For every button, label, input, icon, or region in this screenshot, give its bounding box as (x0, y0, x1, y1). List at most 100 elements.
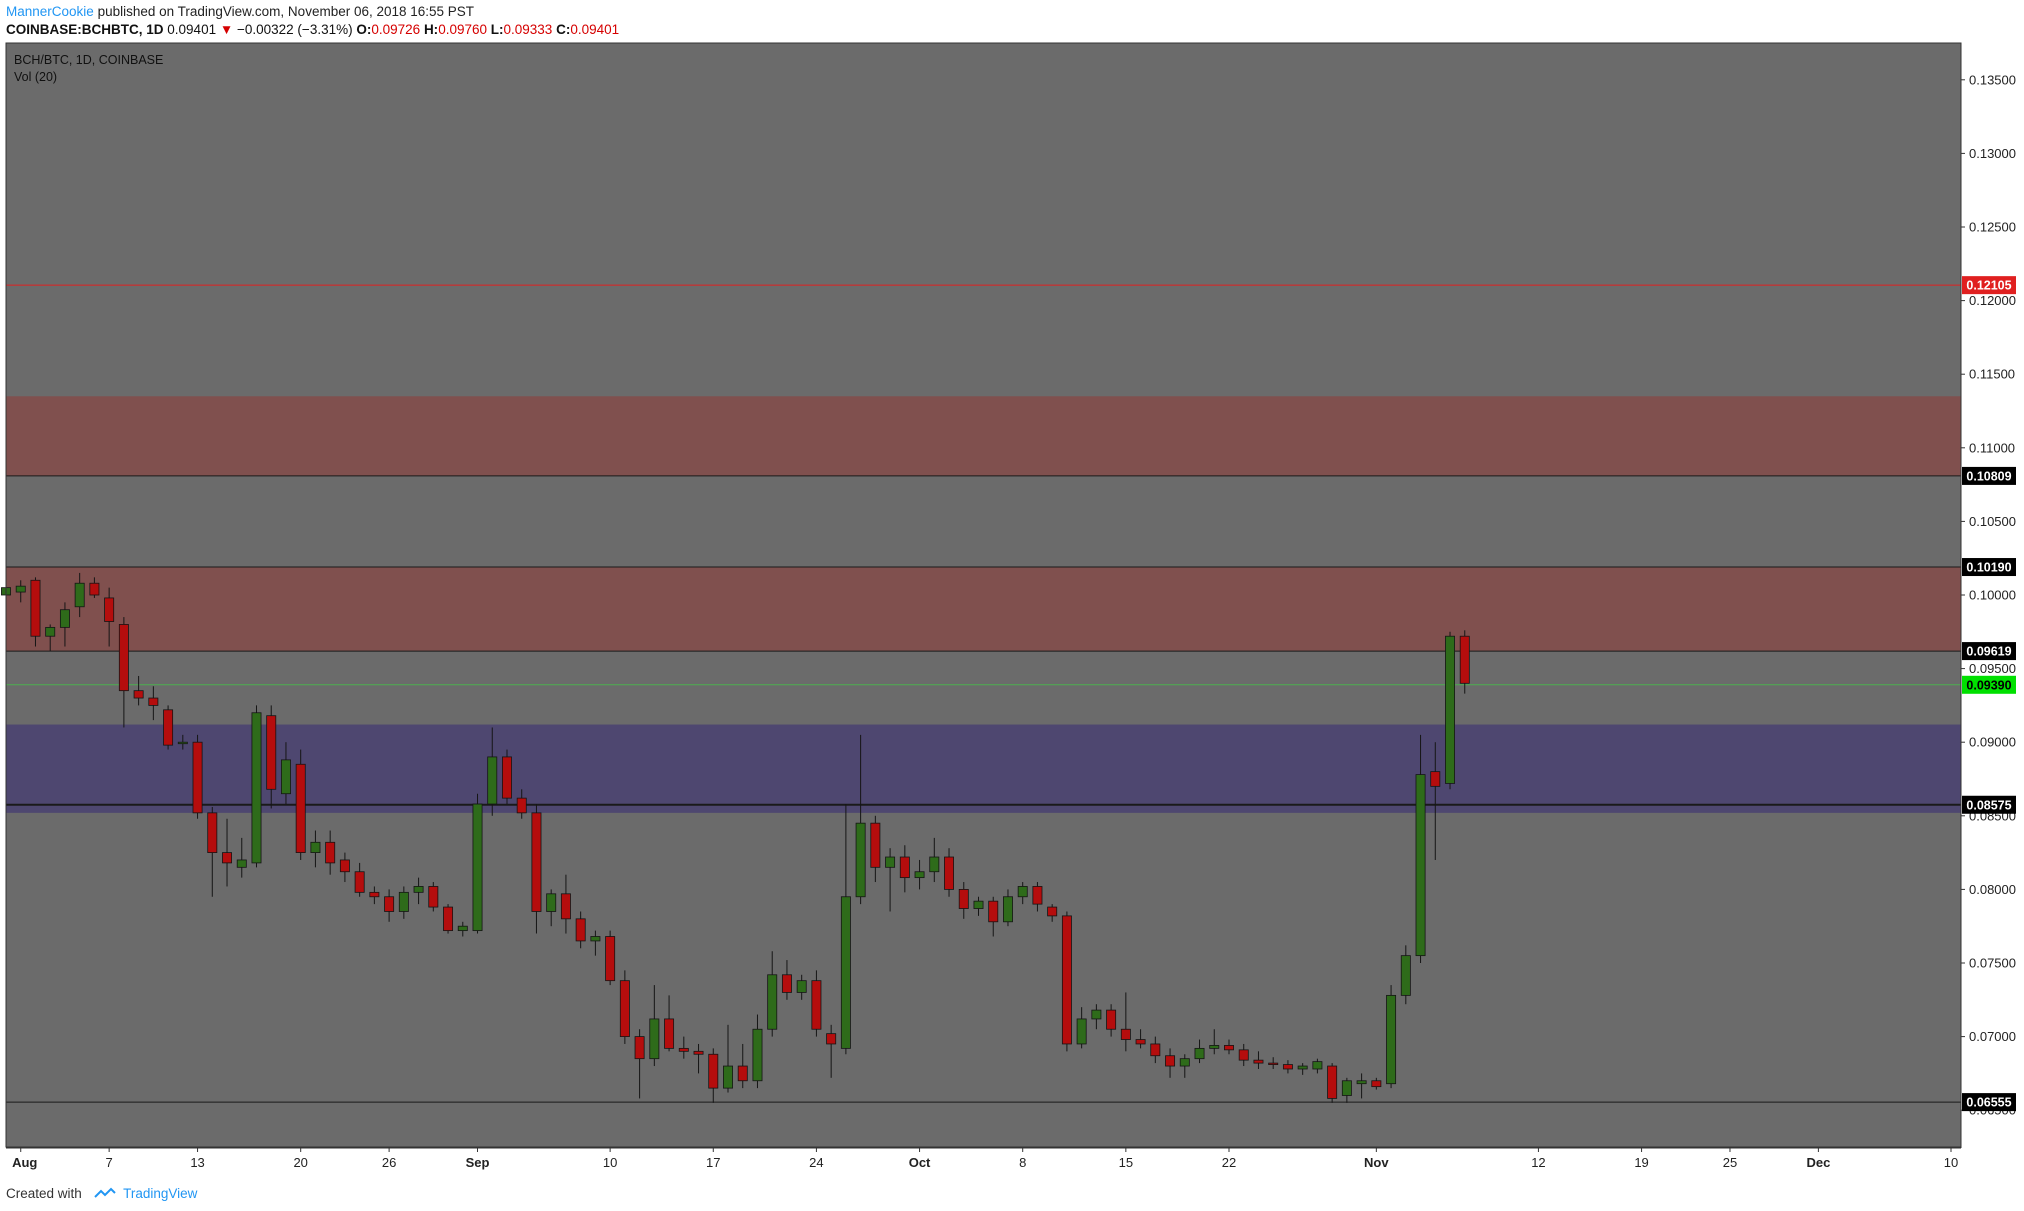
candle-body (89, 582, 100, 596)
time-tick-label: Aug (12, 1155, 37, 1170)
price-badge-label: 0.09390 (1966, 678, 2011, 692)
candle (737, 1043, 748, 1089)
price-tick-label: 0.10500 (1969, 514, 2016, 529)
candle (398, 886, 409, 919)
price-badge: 0.06555 (1962, 1093, 2016, 1112)
symbol-label: COINBASE:BCHBTC, 1D (6, 22, 164, 37)
candle-body (973, 900, 984, 909)
candle-body (354, 871, 365, 893)
candle (899, 845, 910, 893)
candle-body (487, 756, 498, 805)
candle (222, 818, 232, 887)
published-text: published on TradingView.com, November 0… (97, 4, 475, 19)
candle-body (310, 841, 321, 854)
candle-body (280, 759, 291, 795)
candle-body (634, 1036, 645, 1060)
candle-body (664, 1018, 675, 1049)
candle-body (1327, 1065, 1338, 1099)
candle (1282, 1060, 1293, 1074)
candle-body (1312, 1061, 1323, 1070)
hlines-layer (6, 284, 1961, 1103)
low-label: L: (490, 22, 504, 37)
time-tick-label: 19 (1634, 1155, 1648, 1170)
candle-body (384, 896, 395, 912)
candle-body (133, 690, 144, 699)
candle-body (752, 1028, 763, 1082)
candle (678, 1036, 689, 1059)
candle-body (619, 980, 630, 1038)
price-badge: 0.10190 (1962, 558, 2016, 577)
time-tick-label: Nov (1364, 1155, 1389, 1170)
price-tick-label: 0.11000 (1969, 440, 2015, 455)
candle-body (1076, 1018, 1087, 1045)
time-tick-label: 22 (1222, 1155, 1236, 1170)
candle (74, 572, 85, 618)
low-value: 0.09333 (503, 22, 553, 37)
time-tick-label: 12 (1531, 1155, 1545, 1170)
candle-body (74, 582, 85, 608)
candle (325, 830, 336, 875)
open-value: 0.09726 (371, 22, 421, 37)
candle-body (958, 889, 969, 909)
author-link[interactable]: MannerCookie (6, 4, 94, 19)
candle (384, 889, 395, 922)
support-zone (6, 724, 1961, 813)
candle-body (1224, 1045, 1234, 1051)
candle-body (796, 980, 807, 993)
price-badges: 0.12105 0.10809 0.10190 0.09619 0.09390 0.085… (1962, 276, 2016, 1112)
candle-body (1150, 1043, 1161, 1057)
candle-body (192, 741, 203, 814)
candle (487, 727, 498, 816)
zones-layer (6, 396, 1961, 813)
publish-header: MannerCookie published on TradingView.co… (0, 0, 2024, 42)
candle-body (826, 1033, 837, 1045)
candle (634, 1029, 645, 1099)
candle-body (1179, 1058, 1190, 1067)
candle-body (148, 697, 159, 706)
time-tick-label: 15 (1119, 1155, 1133, 1170)
candle-body (369, 891, 380, 898)
candle-body (1106, 1009, 1117, 1030)
time-tick-label: 20 (293, 1155, 307, 1170)
candle (30, 577, 41, 647)
price-tick-label: 0.13000 (1969, 146, 2016, 161)
candle-body (914, 871, 925, 879)
time-tick-label: 10 (1944, 1155, 1958, 1170)
candle (649, 985, 660, 1067)
candle (1179, 1054, 1190, 1078)
candle-body (1415, 774, 1426, 957)
price-badge-label: 0.10809 (1966, 469, 2011, 483)
candle (1445, 631, 1455, 790)
candle (664, 995, 675, 1052)
time-tick-label: 8 (1019, 1155, 1026, 1170)
price-badge: 0.09619 (1962, 642, 2016, 661)
time-tick-label: 17 (706, 1155, 720, 1170)
candle-body (207, 812, 218, 854)
price-tick-label: 0.08000 (1969, 882, 2016, 897)
candle (428, 882, 439, 912)
candle-body (1047, 906, 1058, 917)
candle (1003, 889, 1013, 927)
candle (1150, 1036, 1161, 1064)
candle-body (944, 856, 954, 890)
price-badge-bg (1962, 558, 2016, 577)
candle (266, 705, 277, 809)
candle (826, 1024, 837, 1078)
footer: Created with TradingView (6, 1186, 197, 1201)
volume-indicator-label[interactable]: Vol (20) (14, 70, 58, 84)
candle-body (1297, 1065, 1308, 1070)
candle-body (988, 900, 999, 923)
tradingview-brand-link[interactable]: TradingView (123, 1186, 198, 1201)
candle (870, 815, 881, 883)
price-axis[interactable] (1961, 43, 2024, 1147)
price-change: −0.00322 (−3.31%) (237, 22, 353, 37)
candle-body (781, 974, 792, 993)
candle (1297, 1063, 1308, 1075)
candle-body (428, 886, 439, 908)
candle-body (45, 626, 56, 637)
candle-body (737, 1065, 748, 1082)
candle (531, 804, 542, 934)
candle (148, 686, 159, 721)
candle (472, 793, 483, 934)
